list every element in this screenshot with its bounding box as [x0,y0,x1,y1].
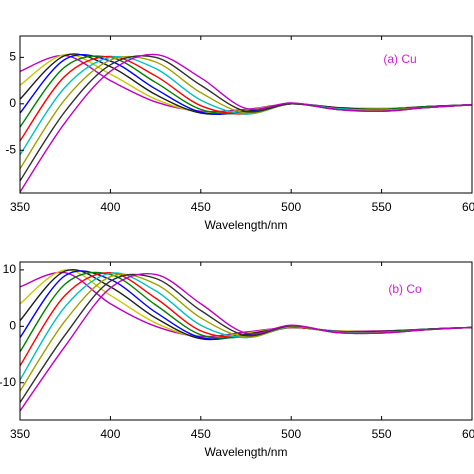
spectrum-line [20,55,472,142]
plot-lines [20,53,472,193]
x-axis-label: Wavelength/nm [205,445,288,459]
y-tick-label: 10 [3,262,17,276]
y-tick-label: 0 [9,96,16,110]
spectrum-line [20,55,472,170]
spectrum-line [20,273,472,412]
axes-box [19,261,473,421]
x-axis-label: Wavelength/nm [205,218,288,232]
x-tick-label: 500 [281,427,301,441]
x-tick-label: 350 [10,200,30,214]
axes-box [19,35,473,194]
y-tick-label: -10 [0,375,16,389]
y-tick-label: -5 [5,142,16,156]
annotation: (a) Cu [383,52,416,66]
y-tick-label: 0 [9,319,16,333]
x-tick-label: 550 [372,200,392,214]
x-tick-label: 450 [191,200,211,214]
spectrum-line [20,53,472,193]
plot-lines [20,269,472,412]
x-tick-label: 400 [100,200,120,214]
x-tick-label: 400 [100,427,120,441]
x-tick-label: 600 [462,427,474,441]
annotation: (b) Co [388,282,422,296]
x-tick-label: 450 [191,427,211,441]
x-tick-label: 500 [281,200,301,214]
x-tick-label: 350 [10,427,30,441]
y-tick-label: 5 [9,50,16,64]
spectrum-line [20,55,472,156]
x-tick-label: 550 [372,427,392,441]
x-tick-label: 600 [462,200,474,214]
